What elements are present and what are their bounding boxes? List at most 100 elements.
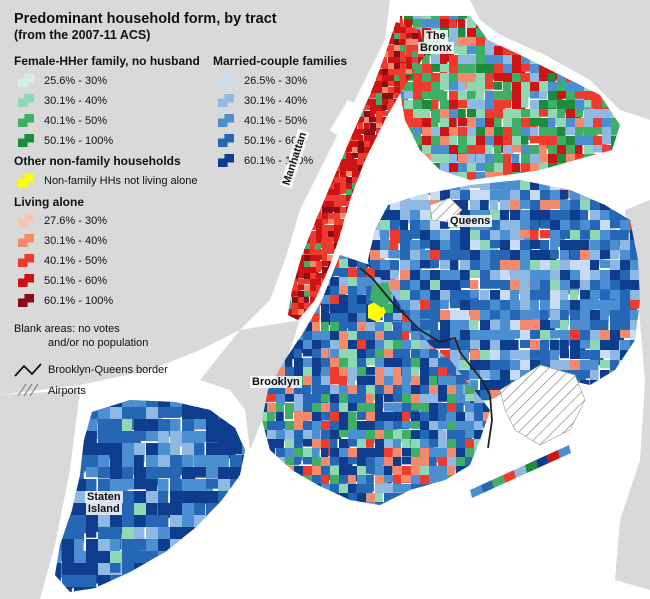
tract: [339, 430, 349, 438]
tract: [424, 51, 425, 58]
tract: [530, 82, 547, 92]
tract: [570, 350, 590, 359]
tract: [322, 237, 333, 245]
tract: [346, 135, 358, 141]
tract: [339, 286, 352, 295]
tract: [321, 376, 333, 394]
tract: [352, 153, 362, 158]
tract: [540, 180, 550, 196]
tract: [540, 220, 560, 229]
legend-item-other_nonfamily-0: Non-family HHs not living alone: [18, 174, 197, 187]
tract: [330, 439, 338, 452]
tract: [310, 273, 322, 285]
tract: [430, 230, 443, 241]
tract: [310, 243, 316, 253]
tract: [375, 367, 386, 381]
tract: [406, 57, 412, 65]
tract: [348, 412, 357, 424]
tract: [394, 39, 400, 49]
tract: [580, 200, 592, 211]
tract: [292, 303, 304, 314]
tract: [412, 63, 421, 70]
tract: [339, 493, 354, 503]
tract: [593, 145, 610, 153]
tract: [485, 136, 499, 148]
tract: [390, 270, 399, 280]
tract: [490, 200, 499, 211]
tract: [366, 349, 381, 358]
tract: [294, 385, 306, 401]
tract: [458, 154, 469, 170]
tract: [540, 200, 551, 213]
tract: [422, 64, 433, 76]
tract: [438, 367, 451, 378]
tract: [134, 479, 156, 490]
legend-label: 40.1% - 50%: [244, 114, 307, 127]
tract: [465, 430, 477, 439]
tract: [465, 403, 477, 421]
tract: [194, 467, 212, 477]
tract: [610, 250, 620, 260]
tract: [310, 255, 321, 262]
tract: [540, 310, 549, 330]
tract: [375, 484, 393, 494]
tract: [611, 118, 620, 134]
tract: [420, 466, 429, 477]
tract: [485, 145, 493, 157]
tract: [98, 443, 112, 459]
tract: [510, 300, 521, 318]
tract: [340, 171, 349, 178]
tract: [194, 503, 206, 527]
tract: [346, 147, 354, 152]
tract: [431, 118, 439, 128]
tract: [393, 475, 402, 485]
tract: [400, 280, 417, 291]
tract: [110, 400, 132, 408]
tract: [339, 376, 348, 393]
tract: [530, 230, 539, 247]
tract: [520, 310, 533, 324]
tract: [503, 73, 518, 83]
tract: [346, 177, 356, 187]
tract: [411, 403, 421, 411]
blank-areas-note-line1: Blank areas: no votes: [14, 323, 120, 335]
tract: [376, 93, 384, 103]
tract: [340, 189, 347, 194]
tract: [458, 127, 470, 140]
tract: [470, 330, 482, 346]
tract: [447, 421, 457, 438]
tract: [316, 279, 322, 288]
tract: [465, 412, 480, 422]
tract: [630, 330, 640, 350]
tract: [400, 45, 412, 54]
tract: [503, 118, 515, 135]
tract: [476, 28, 486, 43]
tract: [458, 19, 466, 33]
legend-label: 60.1% - 100%: [44, 294, 114, 307]
tract: [465, 394, 480, 402]
tract: [328, 237, 336, 243]
legend-label: 50.1% - 60%: [244, 134, 307, 147]
tract: [328, 213, 338, 223]
tract: [540, 230, 551, 239]
tract: [316, 243, 322, 250]
label-queens: Queens: [448, 215, 493, 227]
tract: [530, 136, 544, 144]
tract: [480, 370, 491, 380]
tract: [560, 360, 578, 371]
legend-item-married-2: 40.1% - 50%: [218, 114, 307, 127]
tract: [404, 100, 415, 118]
tract: [590, 240, 602, 256]
tract: [500, 250, 516, 261]
tract: [430, 250, 448, 261]
tract: [370, 117, 378, 123]
tract: [376, 69, 384, 81]
tract: [566, 127, 582, 136]
tract: [476, 118, 485, 128]
legend-label: 27.6% - 30%: [44, 214, 107, 227]
tract: [276, 403, 284, 413]
legend-label: 25.6% - 30%: [44, 74, 107, 87]
tract: [438, 385, 449, 402]
tract: [422, 145, 433, 160]
tract: [348, 385, 359, 395]
